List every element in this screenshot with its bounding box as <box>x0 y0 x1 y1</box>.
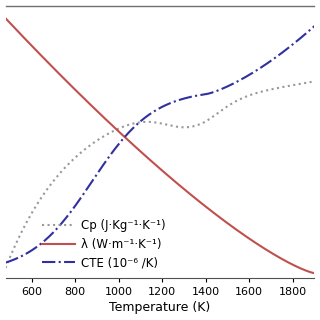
Line: CTE (10⁻⁶ /K): CTE (10⁻⁶ /K) <box>5 26 315 263</box>
Legend: Cp (J·Kg⁻¹·K⁻¹), λ (W·m⁻¹·K⁻¹), CTE (10⁻⁶ /K): Cp (J·Kg⁻¹·K⁻¹), λ (W·m⁻¹·K⁻¹), CTE (10⁻… <box>42 219 166 270</box>
Cp (J·Kg⁻¹·K⁻¹) <box>83 147 87 151</box>
Cp (J·Kg⁻¹·K⁻¹) <box>186 125 189 129</box>
Cp (J·Kg⁻¹·K⁻¹) <box>313 79 316 83</box>
CTE (10⁻⁶ /K) <box>58 223 62 227</box>
CTE (10⁻⁶ /K) <box>83 190 87 194</box>
Cp (J·Kg⁻¹·K⁻¹) <box>236 98 240 102</box>
Cp (J·Kg⁻¹·K⁻¹) <box>210 116 214 119</box>
λ (W·m⁻¹·K⁻¹) <box>4 16 7 20</box>
Cp (J·Kg⁻¹·K⁻¹) <box>58 171 62 175</box>
CTE (10⁻⁶ /K) <box>4 261 7 265</box>
CTE (10⁻⁶ /K) <box>236 79 240 83</box>
X-axis label: Temperature (K): Temperature (K) <box>109 301 211 315</box>
λ (W·m⁻¹·K⁻¹) <box>83 97 87 101</box>
λ (W·m⁻¹·K⁻¹) <box>313 271 316 275</box>
λ (W·m⁻¹·K⁻¹) <box>186 190 189 194</box>
Cp (J·Kg⁻¹·K⁻¹) <box>143 120 147 124</box>
Line: λ (W·m⁻¹·K⁻¹): λ (W·m⁻¹·K⁻¹) <box>5 18 315 273</box>
CTE (10⁻⁶ /K) <box>143 116 147 119</box>
λ (W·m⁻¹·K⁻¹) <box>58 73 62 77</box>
CTE (10⁻⁶ /K) <box>210 91 214 95</box>
Line: Cp (J·Kg⁻¹·K⁻¹): Cp (J·Kg⁻¹·K⁻¹) <box>5 81 315 268</box>
λ (W·m⁻¹·K⁻¹) <box>143 154 147 158</box>
CTE (10⁻⁶ /K) <box>186 96 189 100</box>
λ (W·m⁻¹·K⁻¹) <box>210 210 214 213</box>
λ (W·m⁻¹·K⁻¹) <box>236 229 240 233</box>
Cp (J·Kg⁻¹·K⁻¹) <box>4 266 7 270</box>
CTE (10⁻⁶ /K) <box>313 24 316 28</box>
